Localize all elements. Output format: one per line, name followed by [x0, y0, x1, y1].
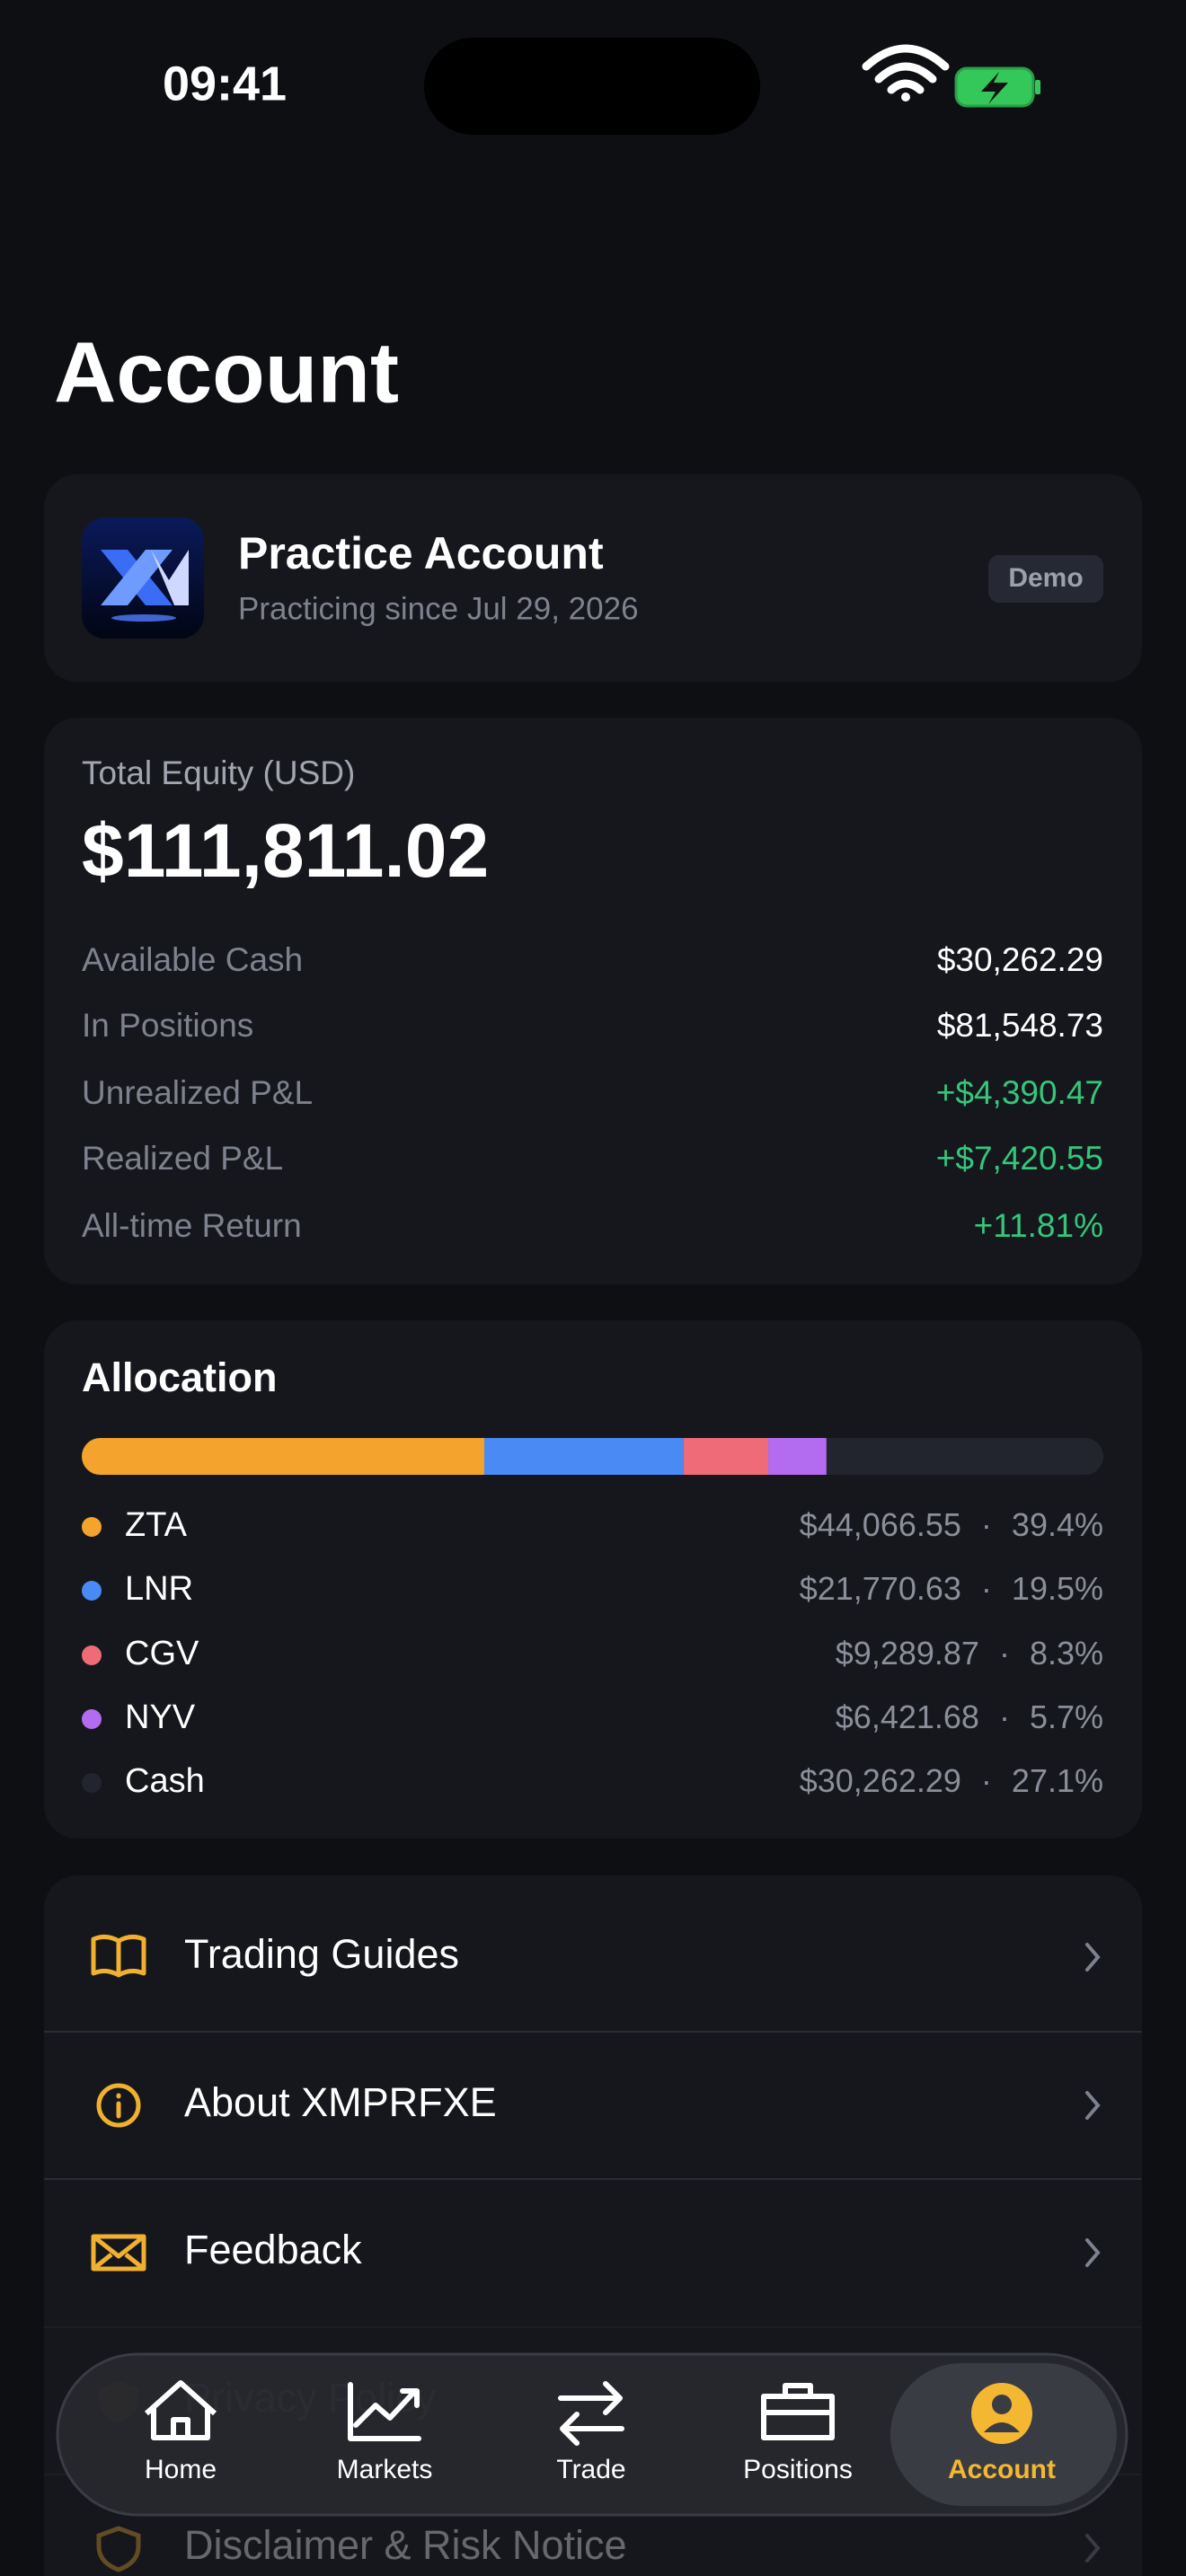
- legend-dot: [82, 1645, 102, 1665]
- tab-bar: [56, 2352, 1128, 2517]
- menu-row[interactable]: Trading Guides: [91, 1931, 1101, 1978]
- account-since: Practicing since Jul 29, 2026: [238, 591, 639, 626]
- equity-card: [44, 718, 1142, 1284]
- app-logo: [82, 517, 204, 639]
- equity-value: $111,811.02: [82, 808, 489, 893]
- wifi-icon: [862, 44, 950, 101]
- allocation-segment: [483, 1438, 684, 1475]
- legend-values: $21,770.63 · 19.5%: [800, 1570, 1103, 1607]
- legend-amount: $44,066.55: [800, 1506, 961, 1543]
- allocation-segment: [826, 1438, 1103, 1475]
- account-name: Practice Account: [238, 528, 604, 578]
- profile-card: [44, 474, 1142, 682]
- positions-icon: [761, 2383, 835, 2440]
- tab[interactable]: Positions: [743, 2383, 853, 2484]
- menu-row[interactable]: About XMPRFXE: [44, 2031, 1142, 2128]
- legend-share: 8.3%: [1030, 1635, 1103, 1672]
- account-icon-body: [984, 2422, 1020, 2432]
- markets-icon: [348, 2382, 421, 2441]
- legend-values: $30,262.29 · 27.1%: [800, 1762, 1103, 1799]
- menu-label: Trading Guides: [184, 1931, 459, 1977]
- tab[interactable]: Account: [948, 2383, 1056, 2484]
- tab-label: Home: [145, 2455, 217, 2484]
- tab[interactable]: Markets: [337, 2382, 433, 2484]
- chevron: [1085, 2238, 1101, 2267]
- equity-row-value: +$7,420.55: [936, 1140, 1103, 1177]
- menu-label: Disclaimer & Risk Notice: [184, 2522, 627, 2568]
- demo-badge: [988, 555, 1103, 603]
- legend-separator: ·: [981, 1762, 992, 1799]
- legend-share: 27.1%: [1012, 1762, 1103, 1799]
- equity-row-value: $81,548.73: [937, 1007, 1103, 1044]
- allocation-segment: [82, 1438, 484, 1475]
- legend-values: $44,066.55 · 39.4%: [800, 1506, 1103, 1543]
- legend-values: $6,421.68 · 5.7%: [836, 1698, 1103, 1735]
- legend-separator: ·: [981, 1570, 992, 1607]
- legend-dot: [82, 1517, 102, 1537]
- menu-label: About XMPRFXE: [184, 2079, 497, 2125]
- battery-icon: [954, 66, 1040, 108]
- allocation-bar: [82, 1438, 1103, 1475]
- menu-label: Feedback: [184, 2227, 362, 2272]
- equity-row-value: $30,262.29: [937, 941, 1103, 978]
- legend-name: Cash: [125, 1762, 205, 1800]
- equity-row-value: +$4,390.47: [936, 1074, 1103, 1111]
- allocation-legend: ZTA $44,066.55 · 39.4%LNR $21,770.63 · 19.5%CG…: [82, 1506, 1103, 1800]
- legend-name: ZTA: [125, 1506, 188, 1544]
- legend-amount: $30,262.29: [800, 1762, 961, 1799]
- legend-dot: [82, 1581, 102, 1601]
- page-title: Account: [54, 324, 399, 420]
- legend-values: $9,289.87 · 8.3%: [836, 1635, 1103, 1672]
- status-time: 09:41: [163, 57, 287, 110]
- trade-icon: [558, 2381, 624, 2446]
- legend-amount: $9,289.87: [836, 1635, 979, 1672]
- legend-separator: ·: [981, 1506, 992, 1543]
- legend-separator: ·: [999, 1635, 1010, 1672]
- account-icon-head: [992, 2395, 1012, 2414]
- legend-share: 5.7%: [1030, 1698, 1103, 1735]
- legend-amount: $6,421.68: [836, 1698, 979, 1735]
- shield-icon: [96, 2526, 141, 2572]
- allocation-segment: [768, 1438, 827, 1475]
- allocation-title: Allocation: [82, 1354, 278, 1400]
- equity-row-label: Realized P&L: [82, 1140, 283, 1177]
- equity-row-label: Unrealized P&L: [82, 1074, 313, 1111]
- tab-label: Account: [948, 2455, 1056, 2484]
- equity-label: Total Equity (USD): [82, 754, 355, 791]
- chevron: [1085, 2534, 1101, 2563]
- book-icon: [91, 1934, 146, 1978]
- home-icon: [144, 2380, 217, 2440]
- equity-row-label: All-time Return: [82, 1207, 302, 1244]
- tab[interactable]: Home: [144, 2380, 217, 2484]
- legend-name: CGV: [125, 1635, 199, 1672]
- legend-dot: [82, 1773, 102, 1793]
- tab-label: Trade: [556, 2455, 625, 2484]
- equity-row-label: Available Cash: [82, 941, 303, 978]
- chevron: [1085, 2091, 1101, 2120]
- chevron: [1085, 1943, 1101, 1972]
- menu-row[interactable]: Feedback: [44, 2178, 1142, 2272]
- dynamic-island: [424, 38, 760, 135]
- tabs: Home Markets Trade Positions Account: [144, 2380, 1056, 2484]
- legend-name: NYV: [125, 1698, 196, 1736]
- mail-icon: [91, 2234, 146, 2272]
- tab[interactable]: Trade: [556, 2381, 626, 2484]
- demo-badge-label: Demo: [1008, 563, 1083, 593]
- legend-share: 39.4%: [1012, 1506, 1103, 1543]
- tab-label: Markets: [337, 2455, 433, 2484]
- equity-row-value: +11.81%: [974, 1207, 1103, 1244]
- legend-name: LNR: [125, 1570, 193, 1608]
- legend-dot: [82, 1709, 102, 1729]
- legend-separator: ·: [999, 1698, 1010, 1735]
- equity-rows: Available Cash $30,262.29 In Positions $81,…: [82, 941, 1103, 1244]
- tab-label: Positions: [743, 2455, 853, 2484]
- allocation-segment: [683, 1438, 769, 1475]
- legend-amount: $21,770.63: [800, 1570, 961, 1607]
- info-icon: [96, 2083, 141, 2128]
- equity-row-label: In Positions: [82, 1007, 253, 1044]
- legend-share: 19.5%: [1012, 1570, 1103, 1607]
